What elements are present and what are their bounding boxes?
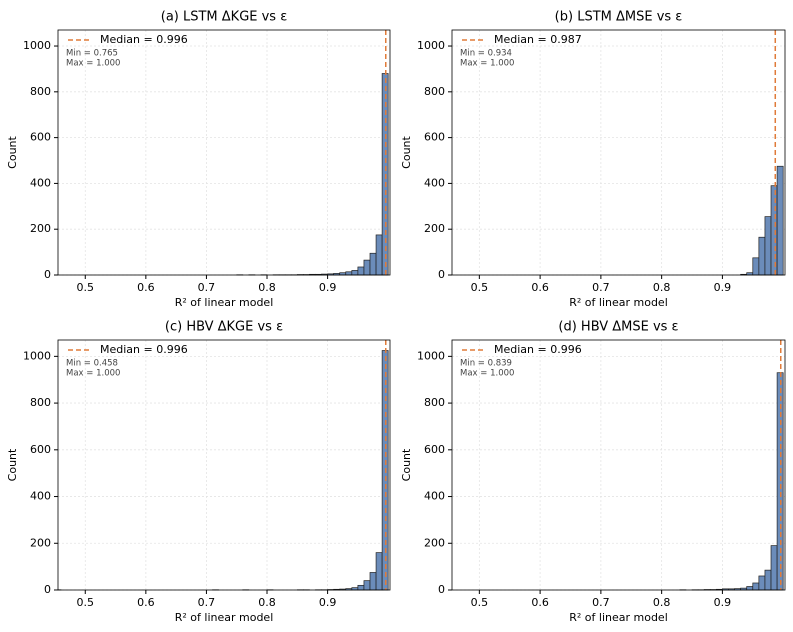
y-tick-label: 400 [30,490,51,503]
stat-text: Min = 0.934 [460,49,512,59]
bar [746,586,754,591]
y-tick-label: 200 [30,536,51,549]
y-axis-label: Count [6,135,19,168]
bar [375,552,383,591]
x-tick-label: 0.9 [319,281,337,294]
chart-title: (c) HBV ΔKGE vs ε [165,320,283,335]
x-axis-label: R² of linear model [569,296,668,309]
bar [764,216,772,276]
bar [369,252,377,276]
x-tick-label: 0.5 [471,281,489,294]
stat-text: Min = 0.839 [460,359,512,369]
y-tick-label: 0 [44,583,51,596]
stat-text: Max = 1.000 [460,59,514,69]
x-tick-label: 0.9 [714,281,732,294]
frame [451,339,786,591]
stat-text: Max = 1.000 [66,369,120,379]
x-tick-label: 0.7 [198,281,216,294]
bar [770,545,778,591]
bar [369,572,377,591]
y-tick-label: 1000 [23,349,51,362]
x-tick-label: 0.8 [653,281,671,294]
y-axis-label: Count [400,448,413,481]
y-tick-label: 400 [424,176,445,189]
bar [375,234,383,276]
y-tick-label: 800 [424,85,445,98]
y-tick-label: 1000 [417,39,445,52]
legend-label: Median = 0.996 [100,33,188,46]
stat-text: Max = 1.000 [66,59,120,69]
bar [770,185,778,276]
bar [345,271,353,276]
x-tick-label: 0.7 [592,281,610,294]
bar [758,575,766,591]
y-tick-label: 1000 [417,349,445,362]
stat-text: Min = 0.765 [66,49,118,59]
x-axis-label: R² of linear model [175,296,274,309]
x-tick-label: 0.6 [531,281,549,294]
y-tick-label: 0 [438,583,445,596]
bar [764,569,772,591]
x-tick-label: 0.8 [258,596,276,609]
y-tick-label: 800 [30,396,51,409]
bar [758,236,766,276]
y-tick-label: 1000 [23,39,51,52]
y-tick-label: 800 [30,85,51,98]
x-tick-label: 0.6 [531,596,549,609]
frame [57,339,391,591]
legend-label: Median = 0.996 [100,343,188,356]
frame [57,29,391,276]
bar [752,257,760,276]
bar [776,165,784,276]
y-axis-label: Count [6,448,19,481]
chart-title: (b) LSTM ΔMSE vs ε [555,10,683,25]
x-tick-label: 0.5 [77,281,95,294]
legend-label: Median = 0.987 [494,33,582,46]
y-tick-label: 600 [30,443,51,456]
y-tick-label: 600 [30,131,51,144]
x-tick-label: 0.6 [137,281,155,294]
y-tick-label: 600 [424,443,445,456]
subplot: 0 200 400 600 800 1000 0.5 0.6 0.7 0.8 0.9 Median =… [400,320,786,624]
y-axis-label: Count [400,135,413,168]
y-tick-label: 400 [424,490,445,503]
y-tick-label: 200 [30,222,51,235]
stat-text: Max = 1.000 [460,369,514,379]
y-tick-label: 400 [30,176,51,189]
bar [752,582,760,591]
subplot: 0 200 400 600 800 1000 0.5 0.6 0.7 0.8 0.9 Median =… [6,320,391,624]
y-tick-label: 200 [424,536,445,549]
chart-title: (a) LSTM ΔKGE vs ε [161,10,288,25]
legend-label: Median = 0.996 [494,343,582,356]
x-tick-label: 0.5 [77,596,95,609]
y-tick-label: 600 [424,131,445,144]
y-tick-label: 0 [438,268,445,281]
bar [357,266,365,276]
bar [363,580,371,591]
x-tick-label: 0.8 [653,596,671,609]
x-tick-label: 0.6 [137,596,155,609]
x-tick-label: 0.9 [714,596,732,609]
bar [363,259,371,276]
y-tick-label: 800 [424,396,445,409]
frame [451,29,786,276]
y-tick-label: 200 [424,222,445,235]
x-tick-label: 0.7 [198,596,216,609]
x-tick-label: 0.9 [319,596,337,609]
y-tick-label: 0 [44,268,51,281]
x-tick-label: 0.8 [258,281,276,294]
bar [357,584,365,591]
x-tick-label: 0.5 [471,596,489,609]
x-axis-label: R² of linear model [569,611,668,624]
chart-title: (d) HBV ΔMSE vs ε [558,320,678,335]
x-axis-label: R² of linear model [175,611,274,624]
x-tick-label: 0.7 [592,596,610,609]
subplot: 0 200 400 600 800 1000 0.5 0.6 0.7 0.8 0.9 Median =… [400,10,786,309]
stat-text: Min = 0.458 [66,359,118,369]
subplot: 0 200 400 600 800 1000 0.5 0.6 0.7 0.8 0.9 Median =… [6,10,391,309]
bar [351,270,359,276]
